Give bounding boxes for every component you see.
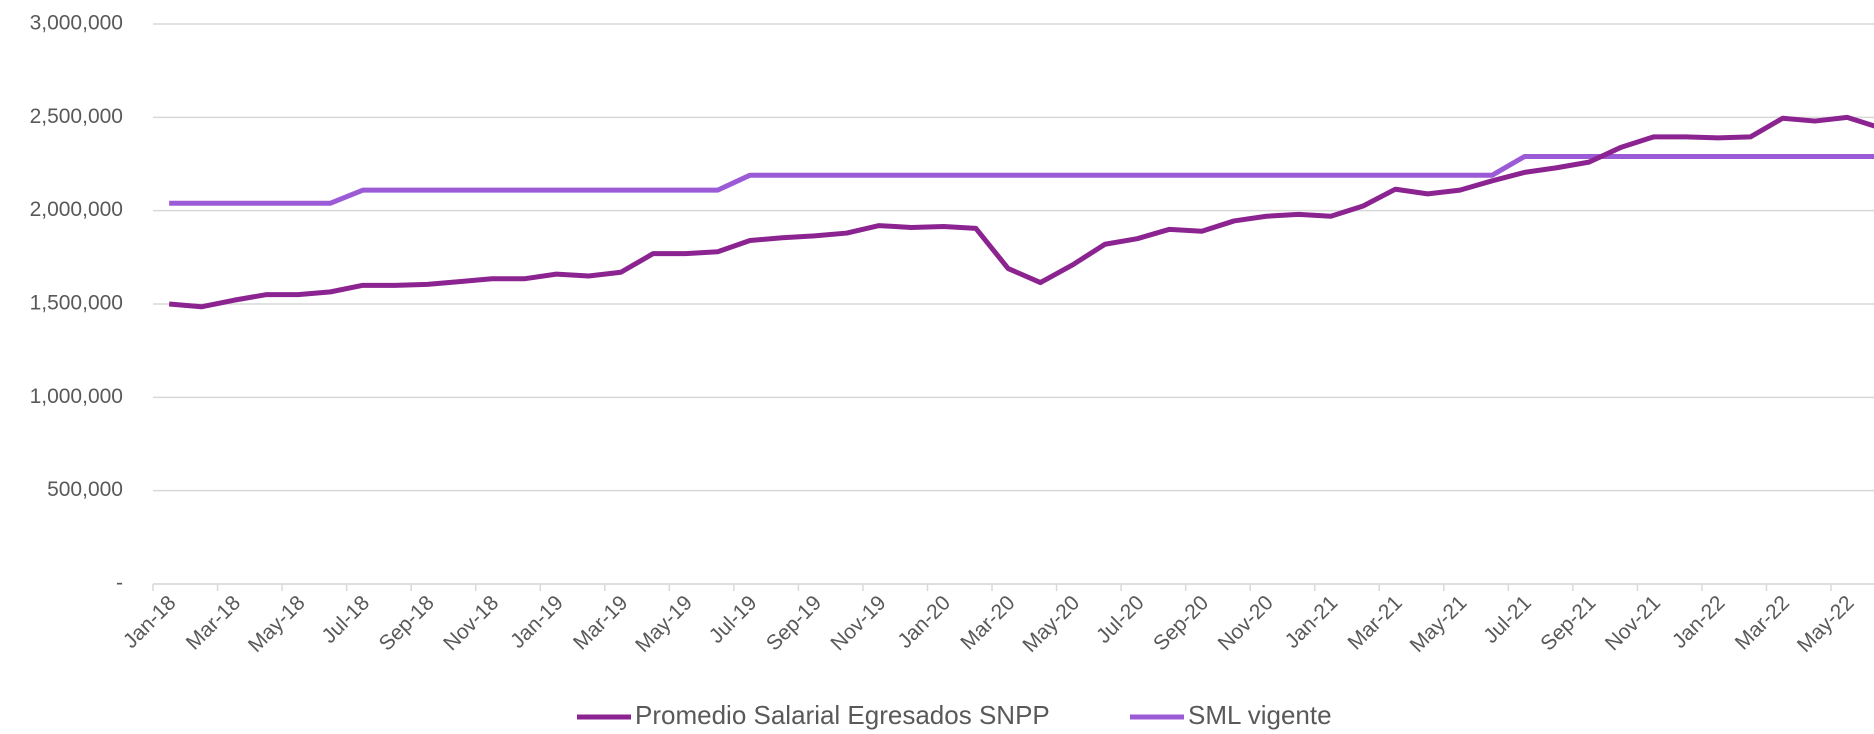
y-tick-label: 1,000,000 xyxy=(30,385,123,408)
x-tick-label: Jul-19 xyxy=(705,591,762,648)
series-line xyxy=(168,114,1874,310)
x-tick-label: Jan-21 xyxy=(1281,591,1343,653)
x-tick-label: May-20 xyxy=(1018,591,1084,657)
y-tick-label: 500,000 xyxy=(47,478,123,501)
x-tick-label: Nov-19 xyxy=(826,591,890,655)
x-tick-label: Mar-22 xyxy=(1731,591,1794,654)
x-tick-label: May-19 xyxy=(631,591,697,657)
y-tick-label: - xyxy=(116,572,123,595)
x-tick-label: Mar-21 xyxy=(1344,591,1407,654)
x-tick-label: Jan-20 xyxy=(893,591,955,653)
y-tick-label: 1,500,000 xyxy=(30,292,123,315)
x-tick-label: Mar-19 xyxy=(569,591,632,654)
x-tick-label: May-21 xyxy=(1406,591,1472,657)
legend-label: Promedio Salarial Egresados SNPP xyxy=(635,700,1050,730)
y-tick-label: 2,000,000 xyxy=(30,198,123,221)
x-tick-label: Mar-20 xyxy=(956,591,1019,654)
x-tick-label: Sep-21 xyxy=(1536,591,1600,655)
y-tick-label: 2,500,000 xyxy=(30,105,123,128)
x-tick-label: Nov-21 xyxy=(1601,591,1665,655)
x-tick-label: Sep-18 xyxy=(375,591,439,655)
x-tick-label: Jul-18 xyxy=(318,591,375,648)
legend-label: SML vigente xyxy=(1188,700,1332,730)
x-tick-label: Nov-18 xyxy=(439,591,503,655)
x-tick-label: Mar-18 xyxy=(182,591,245,654)
x-tick-label: May-22 xyxy=(1793,591,1859,657)
x-tick-label: Jan-22 xyxy=(1668,591,1730,653)
x-tick-label: Jan-18 xyxy=(119,591,181,653)
x-tick-label: May-18 xyxy=(244,591,310,657)
x-tick-label: Jul-20 xyxy=(1092,591,1149,648)
x-tick-label: Sep-19 xyxy=(762,591,826,655)
y-tick-label: 3,000,000 xyxy=(30,12,123,35)
x-tick-label: Jan-19 xyxy=(506,591,568,653)
x-tick-label: Nov-20 xyxy=(1214,591,1278,655)
x-tick-label: Sep-20 xyxy=(1149,591,1213,655)
x-tick-label: Jul-21 xyxy=(1479,591,1536,648)
series-line xyxy=(169,154,1874,206)
